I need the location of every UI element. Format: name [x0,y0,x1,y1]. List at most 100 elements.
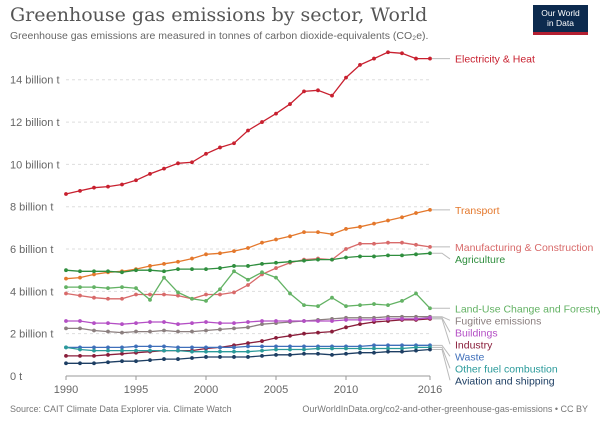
series-label: Agriculture [455,254,505,266]
data-point [64,291,68,296]
data-point [274,275,278,280]
data-point [330,232,334,237]
data-point [148,329,152,334]
data-point [78,293,82,298]
data-point [78,188,82,193]
data-point [246,128,250,133]
data-point [134,286,138,291]
data-point [372,241,376,246]
label-connector [432,349,451,381]
data-point [148,320,152,324]
data-point [78,361,82,366]
data-point [246,283,250,287]
data-point [246,246,250,250]
data-point [232,141,236,146]
data-point [218,345,222,350]
data-point [358,254,362,259]
data-point [246,349,250,354]
data-point [414,242,418,247]
data-point [190,349,194,354]
y-tick-label: 0 t [10,371,22,383]
data-point [218,145,222,150]
data-point [78,269,82,274]
data-point [120,270,124,275]
data-point [428,347,432,352]
data-point [330,257,334,262]
data-point [232,269,236,274]
data-point [400,51,404,56]
data-point [358,350,362,355]
data-point [232,249,236,254]
y-tick-label: 14 billion t [10,75,60,87]
data-point [288,102,292,106]
data-point [204,151,208,156]
data-point [316,257,320,262]
series-label: Buildings [455,327,498,339]
data-point [344,247,348,251]
data-point [176,161,180,166]
source-url-link[interactable]: OurWorldInData.org/co2-and-other-greenho… [302,404,588,414]
data-point [106,184,110,189]
data-point [302,319,306,323]
data-point [428,245,432,249]
data-point [372,350,376,355]
series-label: Aviation and shipping [455,375,555,387]
data-point [400,298,404,303]
data-point [190,321,194,325]
chart-title: Greenhouse gas emissions by sector, Worl… [10,4,428,26]
data-point [372,302,376,306]
data-point [204,349,208,354]
data-point [260,120,264,124]
data-point [162,344,166,349]
data-point [120,182,124,187]
data-point [428,56,432,61]
data-point [316,230,320,235]
data-point [232,326,236,331]
data-point [176,290,180,295]
data-point [92,272,96,277]
data-point [358,63,362,67]
data-point [64,345,68,350]
data-point [260,270,264,275]
data-point [176,322,180,327]
data-point [358,303,362,308]
data-point [302,347,306,352]
data-point [260,319,264,323]
data-point [344,318,348,322]
data-point [386,253,390,258]
data-point [106,348,110,353]
data-point [288,259,292,264]
data-point [288,319,292,323]
data-point [120,359,124,364]
data-point [106,269,110,274]
data-point [78,326,82,331]
series-label: Electricity & Heat [455,54,535,66]
data-point [190,256,194,261]
data-point [162,357,166,361]
data-point [358,318,362,322]
data-point [232,264,236,268]
data-point [78,319,82,323]
data-point [316,330,320,335]
series-label: Waste [455,351,485,363]
data-point [400,343,404,348]
data-point [64,276,68,281]
owid-logo[interactable]: Our World in Data [533,5,588,35]
data-point [260,240,264,245]
data-point [344,255,348,260]
data-point [148,264,152,268]
data-point [246,355,250,359]
data-point [316,88,320,93]
data-point [162,328,166,333]
data-point [260,353,264,358]
data-point [134,178,138,183]
data-point [190,329,194,334]
data-point [372,254,376,259]
data-point [78,275,82,280]
data-point [274,347,278,352]
data-point [204,267,208,272]
data-point [386,240,390,245]
data-point [358,346,362,351]
data-point [148,348,152,353]
data-point [260,344,264,349]
